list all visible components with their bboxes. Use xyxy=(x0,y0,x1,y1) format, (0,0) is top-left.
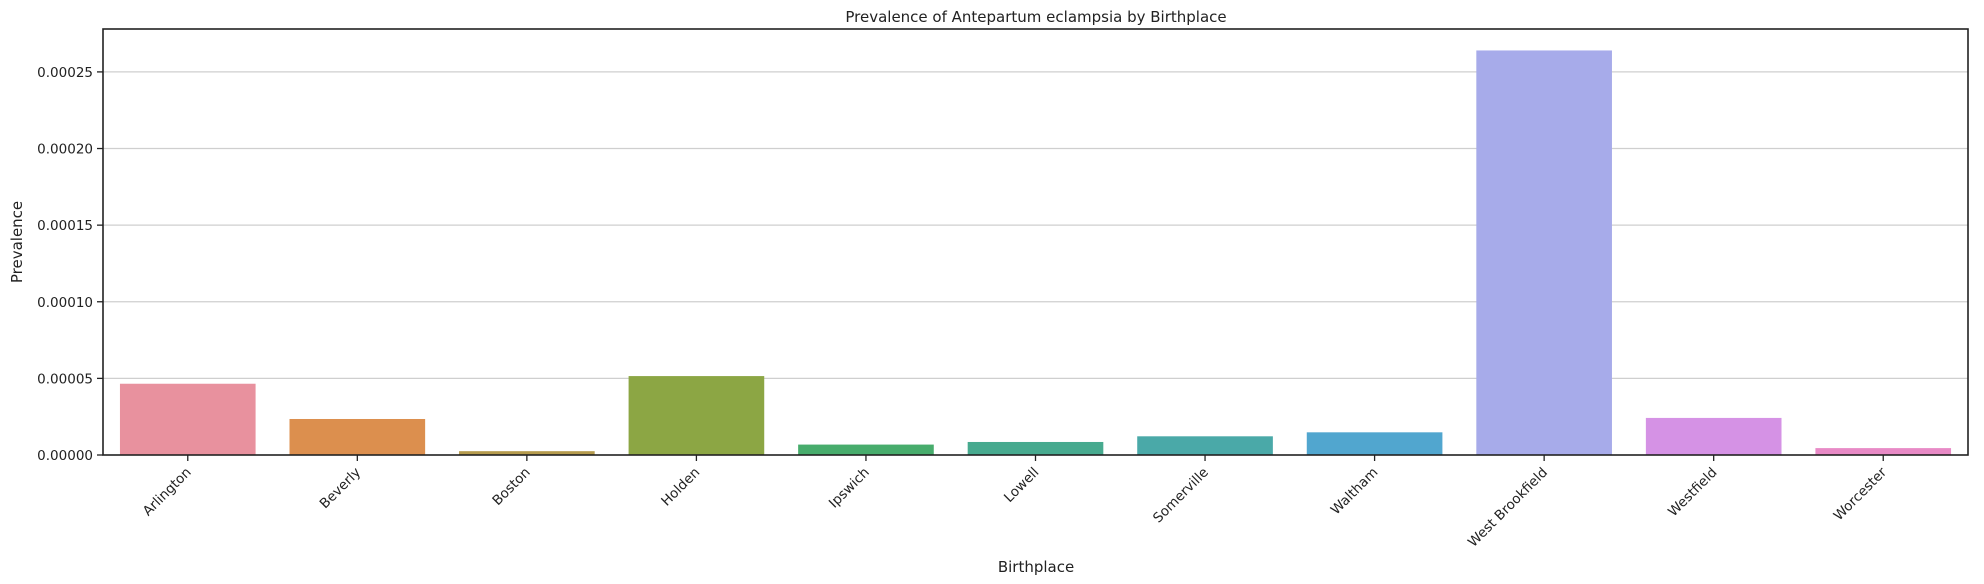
bar xyxy=(459,451,595,455)
x-tick-label: Westfield xyxy=(1665,465,1720,520)
x-tick-label: Somerville xyxy=(1150,465,1212,527)
x-tick-label: Boston xyxy=(489,465,533,509)
bar xyxy=(967,441,1104,455)
y-tick-label: 0.00015 xyxy=(37,218,93,234)
bar xyxy=(289,418,426,455)
bar xyxy=(119,383,256,455)
x-tick-label: Holden xyxy=(658,465,703,510)
y-tick-label: 0.00020 xyxy=(37,142,93,158)
x-tick-label: Worcester xyxy=(1831,464,1891,524)
x-tick-label: Beverly xyxy=(317,465,364,512)
x-tick-label: West Brookfield xyxy=(1465,465,1551,551)
bar xyxy=(1137,436,1273,455)
bar xyxy=(1815,448,1952,455)
x-tick-label: Waltham xyxy=(1328,465,1382,519)
x-tick-label: Arlington xyxy=(140,465,195,520)
y-tick-label: 0.00005 xyxy=(37,371,93,387)
chart-title: Prevalence of Antepartum eclampsia by Bi… xyxy=(845,8,1226,26)
y-tick-label: 0.00010 xyxy=(37,295,93,311)
bar xyxy=(1476,50,1612,455)
y-gridlines xyxy=(103,71,1968,379)
bars xyxy=(119,50,1952,455)
y-axis: 0.00000 0.00005 0.00010 0.00015 0.00020 0.000… xyxy=(37,65,103,464)
x-tick-label: Lowell xyxy=(1001,465,1042,506)
x-axis-label: Birthplace xyxy=(998,558,1074,576)
bar xyxy=(798,444,934,455)
plot-frame xyxy=(102,28,1969,456)
bar xyxy=(1306,432,1443,455)
x-axis: Arlington Beverly Boston Holden Ipswich Lowel… xyxy=(140,455,1891,551)
y-tick-label: 0.00025 xyxy=(37,65,93,81)
y-tick-label: 0.00000 xyxy=(37,448,93,464)
bar xyxy=(628,376,765,455)
y-axis-label: Prevalence xyxy=(8,201,26,283)
bar xyxy=(1645,417,1782,455)
x-tick-label: Ipswich xyxy=(826,465,873,512)
